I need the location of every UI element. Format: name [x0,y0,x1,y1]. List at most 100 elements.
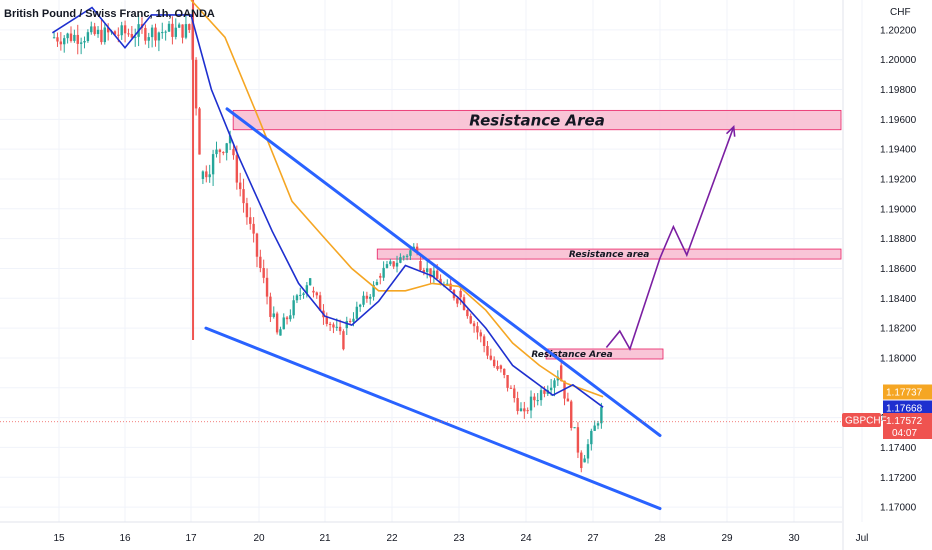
candle-body [573,427,576,429]
time-tick-label: 30 [788,533,800,544]
candle-body [325,317,328,324]
candle-body [205,171,208,178]
candle-body [379,275,382,278]
candle-body [526,410,529,412]
price-tick-label: 1.18600 [880,264,917,275]
candle-body [482,336,486,346]
price-tick-label: 1.17200 [880,473,917,484]
resistance-zone [545,348,664,360]
price-tick-label: 1.18400 [880,294,917,305]
price-axis[interactable]: CHF 1.20200 1.20000 1.19800 1.19600 1.19400 1.… [842,0,917,550]
candle-body [586,444,590,459]
candle-body [282,317,285,330]
time-tick-label: 23 [453,533,465,544]
candle-body [305,285,309,294]
candle-body [399,257,402,263]
time-tick-label: 27 [587,533,599,544]
candle-body [593,425,596,431]
candle-body [184,24,188,38]
candle-body [96,29,100,35]
candle-body [543,390,546,394]
candle-body [596,423,600,426]
candle-body [338,326,342,332]
candle-body [392,261,395,267]
candle-body [188,24,191,30]
candle-body [516,398,519,412]
candle-body [86,32,90,42]
price-tag [883,384,932,400]
time-tick-label: 29 [721,533,733,544]
candle-body [419,261,422,271]
candle-body [90,26,93,33]
orange-moving-average [190,0,604,398]
candle-body [73,34,76,41]
candle-body [56,37,59,42]
candle-body [52,37,56,39]
candle-body [389,261,392,265]
time-tick-label: 16 [119,533,131,544]
candle-body [352,318,355,322]
candle-body [432,270,436,278]
candle-body [79,42,83,44]
candle-body [134,36,137,38]
candle-body [422,270,426,273]
candle-body [479,332,482,337]
candle-body [252,223,255,234]
resistance-zone-label: Resistance area [569,250,649,260]
candle-body [469,316,472,324]
time-axis[interactable]: 15 16 17 20 21 22 23 24 27 28 29 30 Jul [0,521,868,544]
candle-body [100,29,103,43]
candle-body [208,174,211,178]
candle-body [382,267,385,278]
candle-body [147,37,150,41]
candle-body [194,59,198,109]
price-tick-label: 1.17400 [880,443,917,454]
candle-body [553,380,556,388]
price-tag-value: 1.17737 [886,388,923,399]
resistance-zone-label: Resistance Area [469,111,605,129]
candles [52,0,603,473]
candle-body [436,270,439,279]
candle-body [600,407,603,424]
candle-body [355,306,359,319]
candle-body [499,365,503,369]
candle-body [69,33,73,41]
price-tag-countdown: 04:07 [892,428,917,439]
price-tick-label: 1.19400 [880,145,917,156]
candle-body [83,41,86,43]
candle-body [576,427,580,453]
candle-body [225,143,228,153]
candle-body [117,34,120,36]
candle-body [123,25,127,34]
candle-body [302,293,305,295]
resistance-zone [376,248,842,260]
candle-body [365,295,369,299]
candle-body [402,256,405,258]
price-tick-label: 1.17000 [880,503,917,514]
candle-body [566,398,570,402]
candle-body [503,368,506,375]
candle-body [348,320,352,322]
candle-body [171,23,174,37]
candle-body [583,458,586,463]
candle-body [476,326,479,333]
candle-body [245,203,249,218]
candle-body [262,268,265,278]
candle-body [429,268,432,278]
candle-body [446,283,449,285]
candle-body [177,24,181,28]
candle-body [198,108,201,155]
candle-body [157,32,161,41]
trendline-upper [225,107,662,437]
candle-body [242,189,245,204]
candle-body [299,294,302,296]
candle-body [259,256,262,269]
chart-title: British Pound / Swiss Franc, 1h, OANDA [4,8,215,20]
candle-body [506,374,509,388]
candle-body [509,387,513,389]
time-tick-label: 22 [386,533,398,544]
time-tick-label: 20 [253,533,265,544]
candle-body [174,27,177,37]
